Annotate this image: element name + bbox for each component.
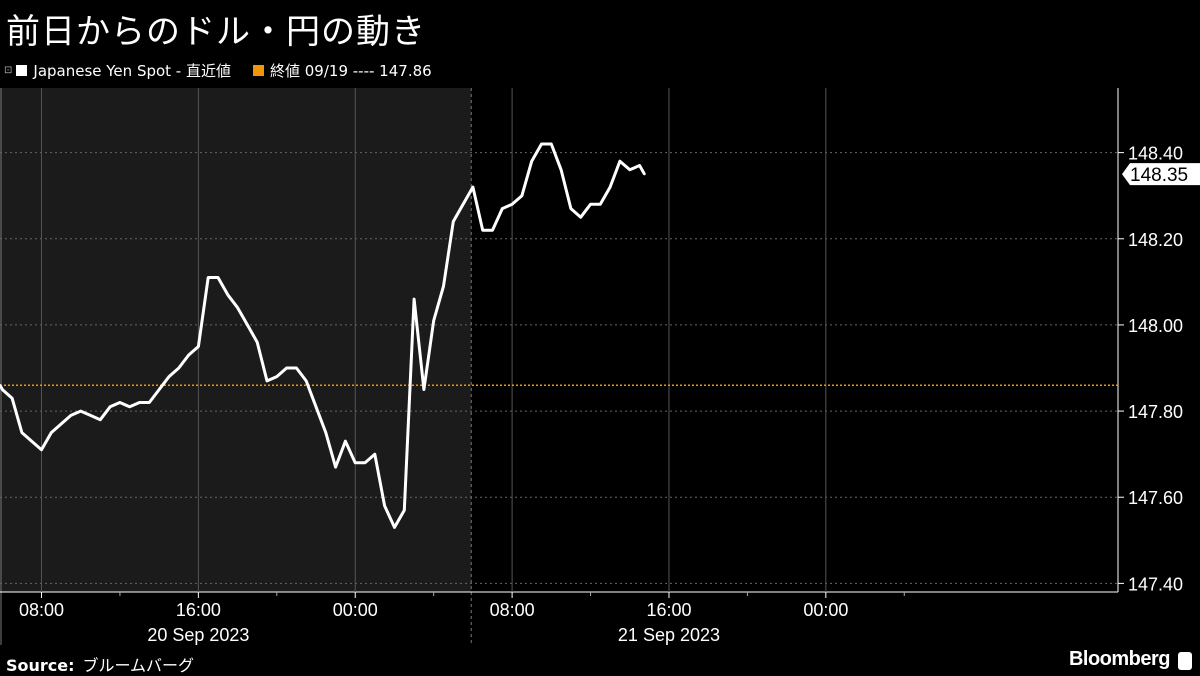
data-point [638,164,641,167]
data-point [403,508,406,512]
data-point [608,185,612,189]
data-point [471,185,475,189]
y-tick-label: 147.60 [1128,488,1183,508]
data-point [99,418,102,421]
price-line [0,142,646,529]
x-tick-label: 00:00 [803,600,848,620]
data-point [206,276,210,279]
data-point [383,504,386,508]
data-point [1,388,4,391]
data-point [324,431,328,434]
data-point [30,440,33,443]
data-point [216,276,220,279]
data-point [246,323,249,327]
source-text: ブルームバーグ [82,656,195,675]
data-point [314,405,318,408]
data-point [89,414,92,417]
data-point [559,168,563,172]
data-point [599,203,602,206]
data-point [265,379,269,383]
collapse-icon[interactable]: ⊡ [4,65,13,76]
data-point [177,366,180,370]
data-point [20,431,24,434]
data-point [305,379,308,383]
data-point [59,422,63,426]
data-point [510,203,514,206]
data-point [520,194,524,197]
data-point [344,440,347,443]
data-point [579,216,582,219]
x-tick-label: 16:00 [646,600,691,620]
data-point [226,293,229,296]
x-tick-label: 00:00 [333,600,378,620]
source-label: Source: [6,656,75,675]
data-point [138,401,141,404]
data-point [255,340,259,344]
data-point [643,172,646,176]
bloomberg-logo: Bloomberg [1068,648,1171,670]
y-tick-label: 148.20 [1128,230,1183,250]
data-point [501,207,504,210]
data-point [589,203,592,206]
data-point [197,345,200,348]
data-point [108,405,112,408]
data-point [461,203,465,206]
last-value-badge [1122,163,1200,186]
chart-title: 前日からのドル・円の動き [6,12,426,52]
data-point [275,375,279,378]
x-tick-label: 08:00 [490,600,535,620]
data-point [10,396,14,400]
data-point [40,448,43,452]
x-tick-label: 16:00 [176,600,221,620]
data-point [422,388,426,391]
x-tick-label: 08:00 [19,600,64,620]
data-point [295,366,298,370]
y-tick-label: 147.40 [1128,574,1183,594]
data-point [363,461,367,464]
legend-reference-label: 終値 09/19 ---- 147.86 [270,62,432,80]
source-note: Source: ブルームバーグ [6,652,194,676]
data-point [118,401,122,404]
data-point [128,405,131,408]
data-point [442,284,445,288]
data-point [79,409,82,413]
data-point [187,353,190,357]
x-date-label: 20 Sep 2023 [147,625,249,645]
y-tick-label: 147.80 [1128,402,1183,422]
data-point [334,465,337,469]
y-tick-label: 148.40 [1128,144,1183,164]
data-point [432,319,435,322]
data-point [550,142,553,146]
data-point [285,366,288,370]
data-point [540,142,543,146]
data-point [373,452,377,456]
data-point [491,228,494,232]
reference-swatch [253,65,264,76]
shaded-region [0,88,472,592]
data-point [452,220,455,223]
x-date-label: 21 Sep 2023 [618,625,720,645]
data-point [354,461,357,464]
data-point [69,414,73,417]
data-point [618,160,622,163]
data-point [628,168,631,172]
bloomberg-chart-icon [1178,652,1192,670]
y-tick-label: 148.00 [1128,316,1183,336]
legend-series-label: Japanese Yen Spot - 直近値 [33,62,231,80]
data-point [0,384,2,387]
data-point [481,228,484,232]
last-value-label: 148.35 [1130,165,1188,186]
data-point [393,526,396,529]
data-point [412,297,416,301]
legend: ⊡ Japanese Yen Spot - 直近値 終値 09/19 ---- … [4,60,432,81]
data-point [236,306,239,309]
data-point [50,431,53,434]
data-point [148,401,151,404]
data-point [157,388,161,391]
data-point [167,375,171,378]
series-swatch [16,65,28,76]
data-point [569,207,573,210]
data-point [530,160,533,163]
